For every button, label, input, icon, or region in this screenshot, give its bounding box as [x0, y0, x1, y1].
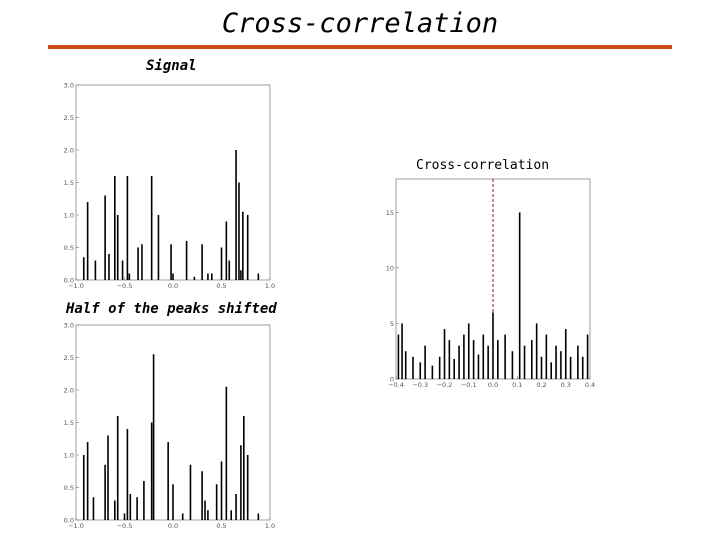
- slide-title: Cross-correlation: [221, 8, 499, 39]
- x-tick-label: 0.4: [585, 381, 595, 389]
- y-tick-label: 2.5: [64, 114, 74, 122]
- y-tick-label: 1.5: [64, 419, 74, 427]
- x-tick-label: 0.5: [216, 522, 226, 530]
- x-tick-label: −1.0: [68, 282, 84, 290]
- cross-correlation-plot: 0 5 10 15 −0.4 −0.3 −0.2 −0.1 0.0 0.1 0.2 0.3 0.4: [386, 178, 595, 389]
- x-tick-label: 1.0: [265, 282, 275, 290]
- x-tick-label: −0.1: [461, 381, 477, 389]
- y-tick-label: 0.5: [64, 244, 74, 252]
- x-tick-label: −1.0: [68, 522, 84, 530]
- y-tick-label: 1.0: [64, 212, 74, 220]
- y-tick-label: 15: [386, 209, 394, 217]
- y-tick-label: 2.5: [64, 354, 74, 362]
- title-underline: [48, 45, 672, 49]
- x-tick-label: −0.5: [117, 282, 133, 290]
- x-tick-label: −0.3: [412, 381, 428, 389]
- signal-caption: Signal: [146, 58, 197, 74]
- x-tick-label: 0.1: [512, 381, 522, 389]
- plot-frame: [75, 84, 271, 281]
- x-tick-label: −0.4: [388, 381, 404, 389]
- y-tick-label: 0.5: [64, 484, 74, 492]
- y-tick-label: 0: [390, 376, 394, 384]
- shifted-signal-plot: 0.0 0.5 1.0 1.5 2.0 2.5 3.0 −1.0 −0.5 0.0 0.5 1.0: [64, 322, 276, 531]
- x-tick-label: 0.0: [488, 381, 498, 389]
- x-tick-label: 1.0: [265, 522, 275, 530]
- y-tick-label: 2.0: [64, 387, 74, 395]
- x-tick-label: 0.3: [561, 381, 571, 389]
- x-tick-label: 0.5: [216, 282, 226, 290]
- y-tick-label: 3.0: [64, 82, 74, 90]
- x-tick-label: 0.2: [536, 381, 546, 389]
- y-tick-label: 3.0: [64, 322, 74, 330]
- x-tick-label: −0.2: [437, 381, 453, 389]
- x-tick-label: −0.5: [117, 522, 133, 530]
- x-tick-label: 0.0: [168, 522, 178, 530]
- y-tick-label: 2.0: [64, 147, 74, 155]
- y-tick-label: 10: [386, 264, 394, 272]
- y-tick-label: 0.0: [64, 517, 74, 525]
- y-tick-label: 1.5: [64, 179, 74, 187]
- y-tick-label: 1.0: [64, 452, 74, 460]
- y-tick-label: 0.0: [64, 277, 74, 285]
- shifted-caption: Half of the peaks shifted: [66, 301, 277, 317]
- y-tick-label: 5: [390, 320, 394, 328]
- signal-plot: 0.0 0.5 1.0 1.5 2.0 2.5 3.0 −1.0 −0.5 0.0 0.5 1.0: [64, 82, 276, 291]
- cross-correlation-caption: Cross-correlation: [416, 158, 550, 173]
- x-tick-label: 0.0: [168, 282, 178, 290]
